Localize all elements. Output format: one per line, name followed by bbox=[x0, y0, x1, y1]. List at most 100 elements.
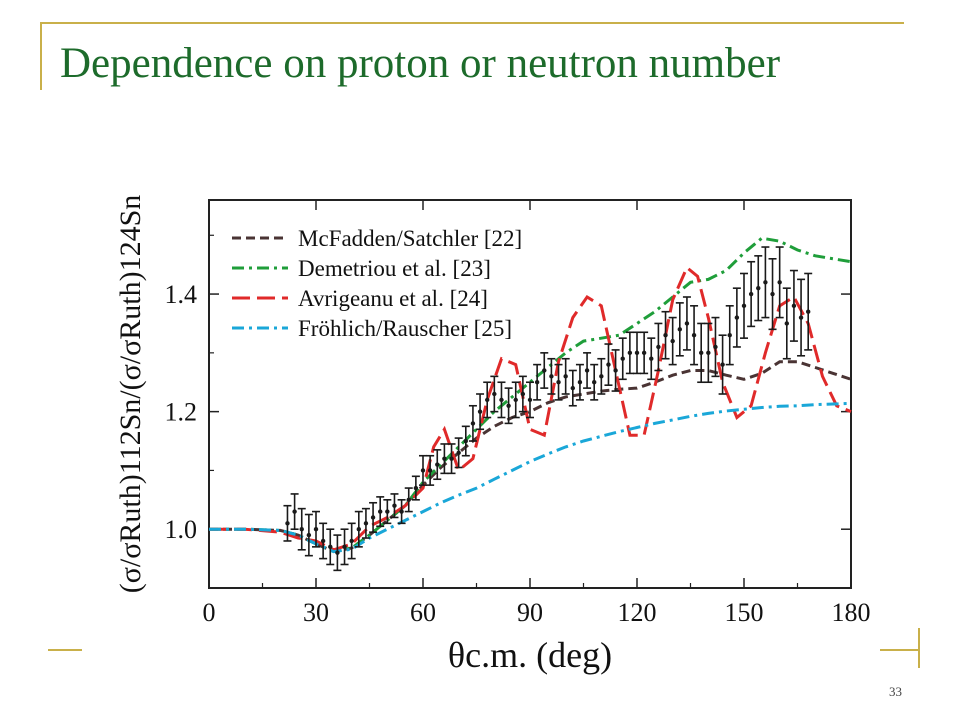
x-tick-label: 150 bbox=[725, 598, 764, 627]
data-point bbox=[320, 538, 326, 544]
bottom-rule-left bbox=[48, 649, 82, 651]
data-point bbox=[699, 350, 704, 356]
slide-title: Dependence on proton or neutron number bbox=[60, 40, 781, 87]
data-point bbox=[620, 356, 625, 361]
data-point bbox=[806, 309, 811, 314]
data-point bbox=[748, 291, 754, 297]
data-point bbox=[385, 509, 390, 514]
x-tick-label: 30 bbox=[303, 598, 329, 627]
x-axis-label: θc.m. (deg) bbox=[448, 635, 612, 675]
x-tick-label: 120 bbox=[618, 598, 657, 627]
data-point bbox=[420, 468, 426, 473]
data-point bbox=[734, 315, 740, 320]
data-point bbox=[777, 280, 782, 285]
legend: McFadden/Satchler [22] Demetriou et al. [… bbox=[232, 226, 522, 341]
data-point bbox=[513, 397, 518, 403]
data-point bbox=[542, 368, 547, 373]
data-point bbox=[784, 321, 789, 326]
y-axis-label: (σ/σRuth)112Sn/(σ/σRuth)124Sn bbox=[114, 195, 147, 594]
data-point bbox=[492, 391, 497, 397]
data-point bbox=[649, 356, 654, 361]
data-point bbox=[435, 462, 440, 467]
x-tick-labels: 0 30 60 90 120 150 180 bbox=[203, 598, 871, 627]
data-point bbox=[713, 344, 718, 350]
slide-number: 33 bbox=[889, 684, 902, 699]
data-point bbox=[684, 321, 690, 326]
data-point bbox=[399, 509, 404, 514]
top-rule bbox=[40, 22, 904, 24]
y-tick-label: 1.4 bbox=[165, 280, 198, 309]
data-point bbox=[506, 403, 511, 408]
data-point bbox=[485, 397, 490, 403]
data-point bbox=[335, 550, 340, 555]
data-point bbox=[378, 509, 383, 514]
data-point bbox=[299, 527, 304, 532]
data-point bbox=[520, 391, 526, 397]
data-point bbox=[527, 397, 533, 403]
x-tick-label: 60 bbox=[410, 598, 436, 627]
left-rule bbox=[40, 22, 42, 90]
data-point bbox=[592, 380, 597, 385]
data-point bbox=[770, 291, 775, 297]
data-point bbox=[584, 368, 590, 373]
data-point bbox=[549, 374, 554, 379]
right-rule bbox=[918, 628, 920, 668]
data-point bbox=[427, 468, 433, 473]
data-point bbox=[741, 303, 747, 309]
legend-label: Fröhlich/Rauscher [25] bbox=[298, 316, 512, 341]
x-tick-label: 180 bbox=[832, 598, 871, 627]
y-tick-label: 1.0 bbox=[165, 515, 198, 544]
data-point bbox=[285, 521, 290, 526]
y-tick-labels: 1.0 1.2 1.4 bbox=[165, 280, 198, 544]
data-point bbox=[577, 380, 583, 385]
data-point bbox=[499, 397, 504, 403]
data-point bbox=[477, 409, 483, 414]
legend-label: Avrigeanu et al. [24] bbox=[298, 286, 488, 311]
series-line-2 bbox=[209, 236, 852, 554]
data-point bbox=[613, 368, 618, 373]
data-point bbox=[292, 509, 297, 514]
data-point bbox=[456, 450, 461, 455]
data-point bbox=[706, 350, 711, 356]
data-point bbox=[656, 344, 661, 350]
data-point bbox=[392, 503, 397, 508]
data-point bbox=[634, 350, 640, 356]
data-point bbox=[406, 497, 411, 503]
x-tick-label: 90 bbox=[517, 598, 543, 627]
legend-label: McFadden/Satchler [22] bbox=[298, 226, 522, 251]
chart: 0 30 60 90 120 150 180 1.0 1.2 1.4 McFadden/Satc… bbox=[114, 195, 871, 675]
data-point bbox=[641, 350, 647, 356]
series-line-1 bbox=[209, 360, 852, 554]
data-point bbox=[727, 333, 732, 338]
legend-label: Demetriou et al. [23] bbox=[298, 256, 491, 281]
data-point bbox=[328, 544, 333, 550]
data-point bbox=[534, 380, 540, 385]
data-point bbox=[627, 350, 633, 356]
x-tick-label: 0 bbox=[203, 598, 216, 627]
data-point bbox=[356, 527, 361, 532]
data-point bbox=[570, 385, 575, 391]
data-point bbox=[306, 532, 312, 538]
data-point bbox=[556, 380, 561, 385]
data-point bbox=[691, 333, 697, 338]
data-points-layer bbox=[283, 246, 813, 572]
data-point bbox=[449, 456, 454, 461]
data-point bbox=[470, 421, 476, 426]
data-point bbox=[563, 374, 568, 379]
data-point bbox=[670, 338, 675, 344]
data-point bbox=[677, 327, 682, 332]
data-point bbox=[370, 515, 376, 520]
data-point bbox=[599, 374, 604, 379]
data-point bbox=[798, 315, 804, 320]
data-point bbox=[763, 280, 768, 285]
data-point bbox=[663, 333, 668, 338]
bottom-rule-right bbox=[880, 649, 920, 651]
data-point bbox=[349, 538, 354, 544]
data-point bbox=[442, 456, 447, 461]
data-point bbox=[606, 362, 611, 367]
data-point bbox=[313, 527, 319, 532]
data-point bbox=[463, 438, 468, 444]
data-point bbox=[791, 303, 797, 309]
data-point bbox=[342, 544, 347, 550]
data-point bbox=[413, 485, 419, 491]
